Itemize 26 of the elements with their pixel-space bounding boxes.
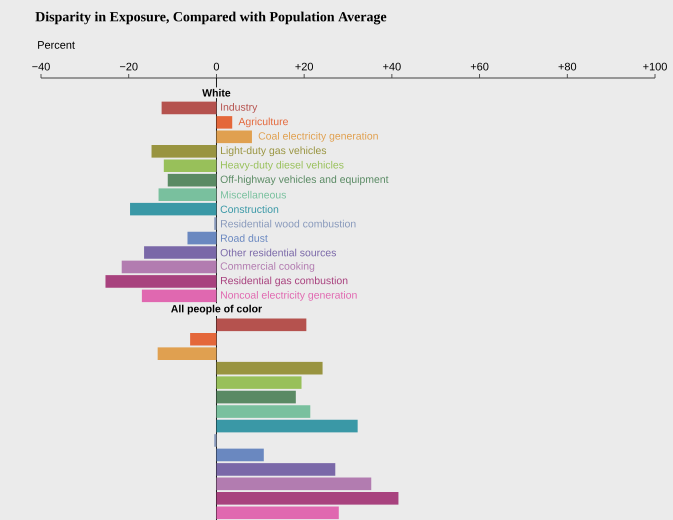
y-tick-label: Coal electricity generation: [258, 132, 378, 142]
y-tick-label: Heavy-duty diesel vehicles: [220, 160, 344, 170]
x-tick-label: +20: [295, 62, 314, 70]
series-label: All people of color: [171, 304, 262, 314]
x-tick-label: +40: [383, 62, 401, 70]
x-axis-title: Percent: [38, 40, 75, 49]
y-tick-label: Construction: [220, 205, 278, 213]
y-tick-label: Residential gas combustion: [220, 276, 348, 286]
chart-title: Disparity in Exposure, Compared with Population Average: [35, 11, 386, 24]
y-tick-label: Light-duty gas vehicles: [220, 146, 326, 156]
x-tick-label: +100: [643, 62, 667, 70]
y-tick-label: Other residential sources: [220, 248, 336, 256]
y-tick-label: Off-highway vehicles and equipment: [220, 175, 388, 185]
series-label: White: [202, 88, 230, 96]
x-tick-label: +80: [558, 62, 576, 70]
y-tick-label: Commercial cooking: [220, 262, 314, 272]
x-tick-label: +60: [470, 62, 488, 70]
y-tick-label: Industry: [221, 102, 258, 113]
y-tick-label: Miscellaneous: [220, 190, 286, 198]
y-tick-label: Road dust: [220, 234, 268, 242]
y-tick-label: Agriculture: [238, 117, 288, 128]
y-tick-label: Noncoal electricity generation: [220, 290, 357, 301]
y-tick-label: Residential wood combustion: [220, 220, 356, 228]
x-tick-label: −40: [32, 62, 50, 70]
x-tick-label: 0: [214, 62, 220, 70]
x-tick-label: −20: [120, 62, 138, 70]
